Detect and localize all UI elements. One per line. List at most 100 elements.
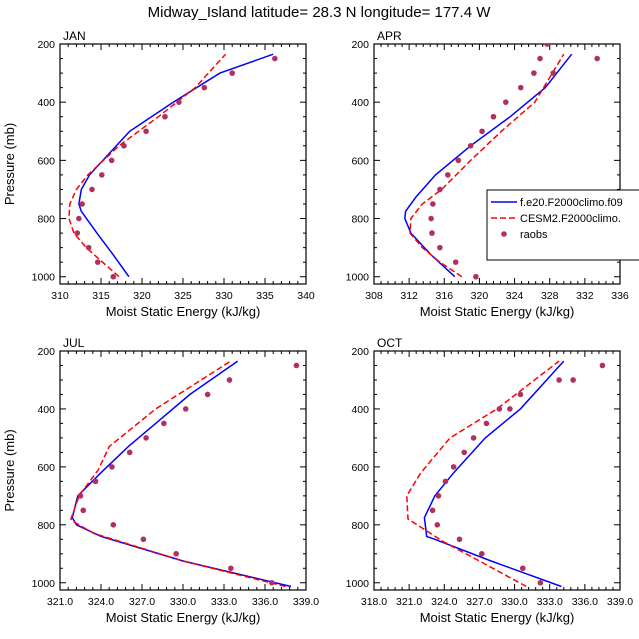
x-tick-label: 330.0 [501, 596, 527, 608]
raobs-point [502, 99, 509, 105]
raobs-point [99, 172, 105, 178]
raobs-point [201, 84, 208, 91]
x-tick-label: 333.0 [211, 596, 237, 608]
x-axis-label: Moist Static Energy (kJ/kg) [106, 610, 261, 625]
x-tick-label: 333.0 [537, 596, 563, 608]
x-tick-label: 310 [51, 290, 69, 302]
raobs-point [76, 215, 82, 222]
y-tick-label: 600 [351, 462, 369, 474]
legend-swatch-raobs [501, 231, 507, 237]
panel-label: OCT [377, 336, 403, 350]
raobs-point [89, 186, 95, 193]
y-tick-label: 800 [37, 520, 55, 532]
panel-jul: JUL 321.0 324.0 327.0 330.0 333.0 336.0 339.0 20… [2, 336, 319, 625]
raobs-point [519, 565, 526, 572]
raobs-point [109, 464, 115, 470]
raobs-point [77, 493, 84, 499]
raobs-point [537, 579, 544, 586]
raobs-point [473, 273, 479, 280]
x-tick-label: 336.0 [572, 596, 598, 608]
raobs-point [445, 172, 451, 178]
y-tick-label: 1000 [32, 578, 56, 590]
raobs-point [269, 579, 275, 586]
x-tick-label: 321.0 [396, 596, 422, 608]
raobs-point [442, 478, 449, 485]
raobs-point [517, 84, 524, 91]
raobs-point [428, 215, 434, 222]
y-tick-label: 800 [351, 214, 369, 226]
series-layer [70, 360, 300, 588]
raobs-point [517, 391, 524, 398]
raobs-point [173, 550, 179, 557]
y-tick-label: 200 [351, 346, 369, 358]
x-axis-label: Moist Static Energy (kJ/kg) [420, 304, 575, 319]
x-tick-label: 320 [133, 290, 151, 302]
x-tick-label: 324 [506, 290, 524, 302]
raobs-point [437, 244, 443, 251]
y-tick-label: 400 [37, 404, 55, 416]
x-tick-label: 340 [297, 290, 315, 302]
x-tick-label: 336 [611, 290, 629, 302]
panel-label: JAN [63, 29, 86, 43]
x-tick-label: 320 [471, 290, 489, 302]
raobs-point [550, 70, 557, 76]
raobs-point [429, 230, 435, 236]
y-tick-label: 600 [37, 462, 55, 474]
raobs-point [226, 377, 233, 383]
raobs-point [228, 565, 234, 572]
figure-title: Midway_Island latitude= 28.3 N longitude… [148, 4, 492, 21]
x-axis-label: Moist Static Energy (kJ/kg) [420, 610, 575, 625]
panel-jan: JAN 310 315 320 325 330 335 340 200 400 600 800 1000… [2, 29, 315, 319]
x-tick-label: 335 [256, 290, 274, 302]
raobs-point [437, 186, 443, 193]
raobs-point [470, 435, 477, 441]
raobs-point [452, 259, 459, 265]
raobs-point [110, 273, 117, 280]
x-tick-label: 339.0 [293, 596, 319, 608]
x-tick-label: 332 [576, 290, 594, 302]
raobs-point [80, 507, 87, 514]
y-tick-label: 400 [351, 97, 369, 109]
cesm2-line [409, 53, 565, 278]
plot-frame [59, 43, 307, 285]
raobs-point [435, 493, 442, 499]
raobs-point [467, 143, 474, 149]
y-tick-label: 800 [37, 214, 55, 226]
x-tick-label: 312 [400, 290, 418, 302]
raobs-point [121, 143, 127, 149]
legend: f.e20.F2000climo.f09 CESM2.F2000climo. rao… [486, 189, 639, 261]
legend-entry: raobs [520, 229, 548, 241]
y-tick-label: 400 [37, 97, 55, 109]
raobs-point [204, 391, 211, 398]
raobs-point [507, 406, 513, 412]
x-tick-label: 327.0 [129, 596, 155, 608]
raobs-point [176, 99, 182, 105]
x-tick-label: 328 [541, 290, 559, 302]
x-tick-label: 327.0 [466, 596, 492, 608]
raobs-point [483, 420, 490, 427]
model-line [78, 53, 274, 278]
raobs-point [161, 420, 167, 427]
raobs-point [455, 157, 462, 164]
raobs-point [94, 259, 101, 265]
raobs-point [143, 128, 149, 135]
raobs-point [229, 70, 235, 76]
y-tick-label: 1000 [32, 272, 56, 284]
x-tick-label: 316 [436, 290, 454, 302]
raobs-point [461, 449, 468, 456]
panel-label: APR [377, 29, 402, 43]
raobs-point [556, 377, 562, 383]
raobs-point [143, 435, 149, 441]
raobs-point [594, 55, 600, 62]
x-axis-label: Moist Static Energy (kJ/kg) [106, 304, 261, 319]
x-tick-label: 315 [92, 290, 110, 302]
x-tick-label: 330 [215, 290, 233, 302]
raobs-point [108, 157, 115, 164]
raobs-point [429, 507, 436, 514]
raobs-point [182, 406, 189, 412]
y-tick-label: 200 [37, 39, 55, 51]
y-tick-label: 400 [351, 404, 369, 416]
x-tick-label: 321.0 [47, 596, 73, 608]
y-tick-label: 800 [351, 520, 369, 532]
raobs-point [490, 113, 497, 120]
